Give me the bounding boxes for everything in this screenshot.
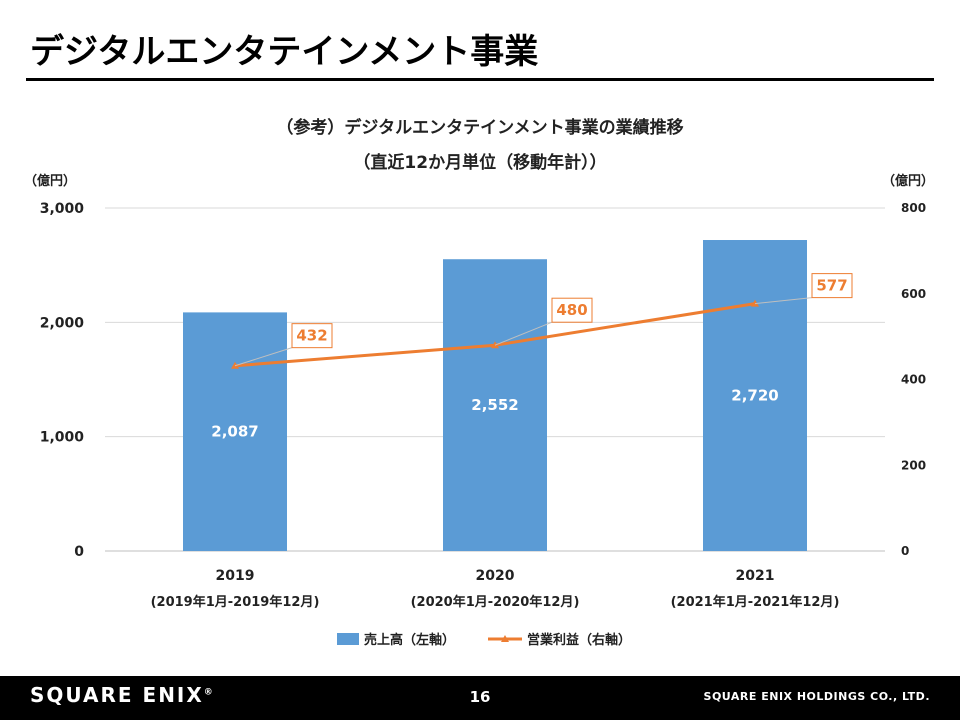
legend-swatch-sales	[337, 633, 359, 645]
right-axis-tick-label: 400	[901, 373, 926, 387]
line-data-label: 577	[816, 277, 847, 295]
logo-registered-mark: ®	[203, 687, 213, 698]
chart-subtitle: （直近12か月単位（移動年計））	[353, 153, 607, 173]
company-name: SQUARE ENIX HOLDINGS CO., LTD.	[703, 690, 930, 703]
right-axis-unit: （億円）	[882, 173, 934, 189]
right-axis-tick-label: 800	[901, 201, 926, 215]
page-title: デジタルエンタテインメント事業	[30, 32, 539, 72]
x-axis-category-sublabel: (2019年1月-2019年12月)	[151, 594, 320, 610]
chart: （億円） （億円） 0 1,000 2,000 3,000 0 200 400 600 800 2,0…	[24, 173, 934, 648]
right-axis-tick-label: 600	[901, 287, 926, 301]
callout-leader-line	[494, 321, 553, 346]
x-axis-category-label: 2019	[216, 568, 255, 584]
callout-box	[811, 273, 853, 299]
x-axis-category-label: 2020	[476, 568, 515, 584]
callout-box	[291, 323, 333, 349]
left-axis-tick-label: 1,000	[40, 430, 85, 446]
bar-2020	[443, 259, 547, 551]
right-axis-tick-label: 200	[901, 458, 926, 472]
right-axis-tick-label: 0	[901, 544, 909, 558]
chart-title: （参考）デジタルエンタテインメント事業の業績推移	[276, 118, 684, 138]
left-axis-unit: （億円）	[24, 173, 76, 189]
line-data-label: 432	[296, 327, 327, 345]
bar-data-label: 2,552	[471, 396, 518, 414]
left-axis-tick-label: 3,000	[40, 201, 85, 217]
callout-leader-line	[234, 347, 293, 367]
left-axis-tick-label: 0	[74, 544, 84, 560]
x-axis-category-sublabel: (2020年1月-2020年12月)	[411, 594, 580, 610]
x-axis-category-label: 2021	[736, 568, 775, 584]
x-axis-category-sublabel: (2021年1月-2021年12月)	[671, 594, 840, 610]
page-number: 16	[469, 688, 491, 706]
title-divider	[26, 78, 934, 81]
bar-2021	[703, 240, 807, 551]
logo-text: SQUARE ENIX	[30, 683, 204, 707]
bar-2019	[183, 312, 287, 551]
line-data-label: 480	[556, 301, 587, 319]
legend-label-profit: 営業利益（右軸）	[527, 632, 631, 648]
legend-label-sales: 売上高（左軸）	[364, 632, 455, 648]
left-axis-tick-label: 2,000	[40, 315, 85, 331]
legend-marker-profit	[501, 635, 509, 642]
footer	[0, 676, 960, 720]
bar-data-label: 2,087	[211, 423, 258, 441]
callout-leader-line	[754, 297, 813, 305]
bar-data-label: 2,720	[731, 387, 778, 405]
callout-box	[551, 297, 593, 323]
square-enix-logo: SQUARE ENIX®	[30, 683, 213, 707]
